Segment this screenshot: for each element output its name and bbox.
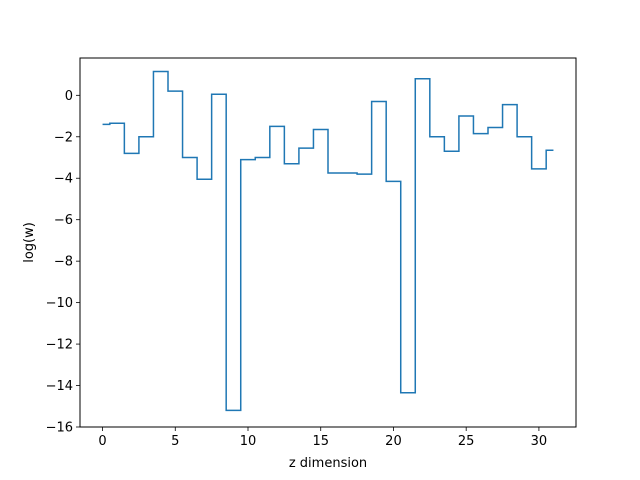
- plot-layer: [102, 70, 554, 412]
- x-axis: 0 5 10 15 20 25 30: [98, 427, 547, 449]
- x-tick-label: 25: [458, 434, 475, 449]
- y-axis-label: log(w): [22, 222, 37, 263]
- x-tick-label: 20: [385, 434, 402, 449]
- x-tick-label: 15: [312, 434, 329, 449]
- y-tick-label: −14: [46, 379, 73, 394]
- x-axis-label: z dimension: [289, 456, 367, 471]
- y-tick-label: −12: [46, 338, 73, 353]
- y-tick-label: −16: [46, 421, 73, 436]
- x-tick-label: 30: [531, 434, 548, 449]
- x-tick-label: 10: [240, 434, 257, 449]
- x-tick-label: 5: [171, 434, 179, 449]
- y-tick-label: −6: [54, 213, 73, 228]
- y-tick-label: −8: [54, 255, 73, 270]
- y-tick-label: −2: [54, 130, 73, 145]
- y-tick-label: −10: [46, 296, 73, 311]
- x-tick-label: 0: [98, 434, 106, 449]
- series-line-0: [102, 70, 554, 412]
- axes-frame: [79, 57, 577, 428]
- y-tick-label: 0: [65, 89, 73, 104]
- y-tick-label: −4: [54, 172, 73, 187]
- y-axis: −16 −14 −12 −10 −8 −6 −4 −2 0: [46, 89, 80, 436]
